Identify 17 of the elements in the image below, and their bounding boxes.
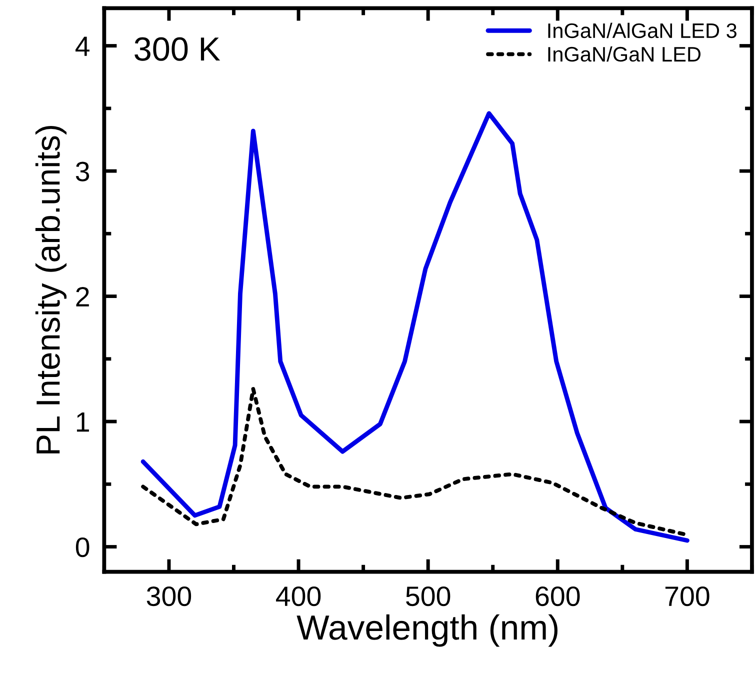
y-tick-label: 1 — [76, 412, 89, 432]
y-tick-label: 4 — [75, 36, 90, 56]
legend-label: InGaN/GaN LED — [548, 46, 701, 62]
x-tick-label: 500 — [406, 586, 450, 606]
legend-label: InGaN/AlGaN LED 3 — [548, 22, 736, 38]
y-tick-label: 0 — [76, 537, 90, 558]
y-tick-label: 3 — [76, 162, 90, 182]
x-tick-label: 700 — [665, 586, 710, 606]
y-tick-label: 2 — [76, 286, 89, 306]
line-series — [141, 387, 687, 536]
y-axis-title: PL Intensity (arb.units) — [35, 126, 67, 454]
x-tick-label: 300 — [146, 586, 192, 606]
x-axis-title: Wavelength (nm) — [296, 614, 558, 647]
annotation: 300 K — [134, 37, 220, 61]
x-tick-label: 600 — [536, 586, 580, 606]
x-tick-label: 400 — [276, 586, 321, 606]
line-series — [140, 111, 690, 543]
